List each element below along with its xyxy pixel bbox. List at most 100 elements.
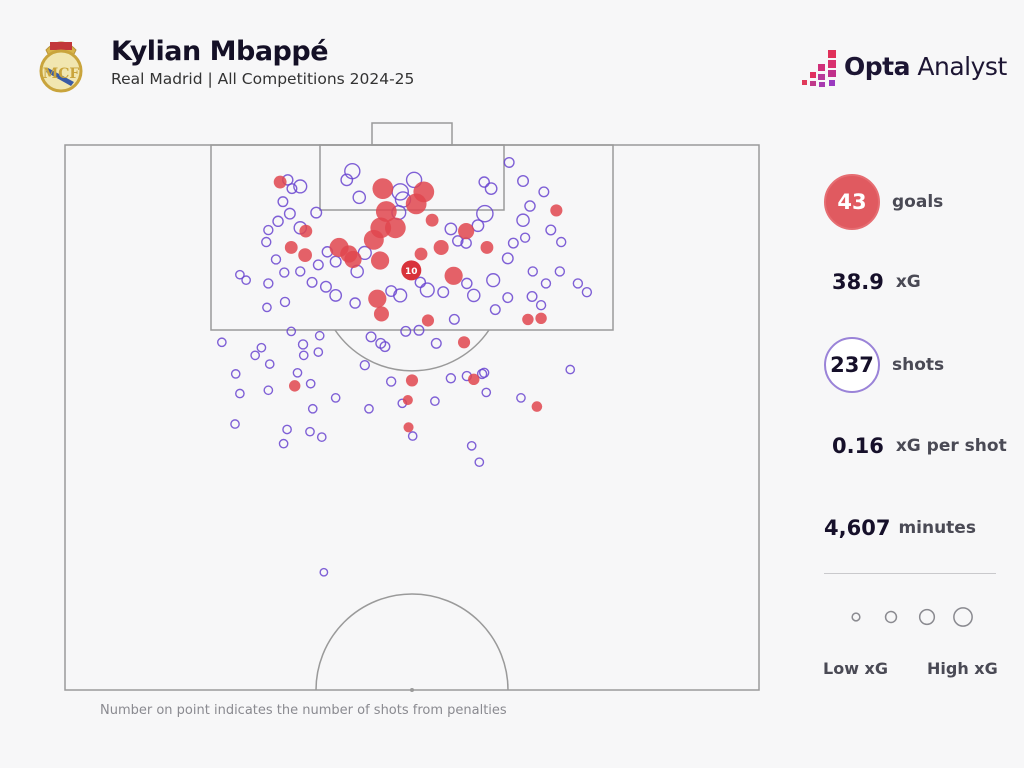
goal-point [468, 373, 480, 386]
missed-shot-point [437, 286, 450, 299]
minutes-value: 4,607 [824, 516, 891, 540]
missed-shot-point [526, 291, 538, 303]
legend-high-xg: High xG [927, 659, 998, 678]
missed-shot-point [538, 186, 550, 198]
missed-shot-point [256, 342, 267, 353]
goal-point [344, 250, 362, 269]
missed-shot-point [476, 204, 494, 223]
missed-shot-point [310, 206, 323, 219]
missed-shot-point [305, 426, 315, 437]
shots-label: shots [892, 355, 945, 375]
missed-shot-point [216, 337, 227, 348]
missed-shot-point [484, 182, 498, 196]
goal-point [298, 248, 312, 262]
legend-size-circle [851, 612, 861, 622]
missed-shot-point [489, 304, 501, 316]
missed-shot-point [313, 347, 324, 357]
xg-per-shot-value: 0.16 [832, 434, 884, 458]
missed-shot-point [466, 440, 477, 451]
goal-point [370, 251, 390, 270]
goal-point [414, 247, 428, 261]
missed-shot-point [535, 300, 547, 311]
center-spot [410, 688, 414, 692]
center-circle [315, 593, 509, 691]
missed-shot-point [329, 289, 343, 302]
missed-shot-point [581, 286, 593, 298]
missed-shot-point [445, 373, 457, 384]
missed-shot-point [330, 393, 341, 403]
stat-minutes: 4,607 minutes [824, 516, 976, 540]
missed-shot-point [466, 288, 481, 303]
goal-point [458, 223, 475, 240]
goal-point [531, 401, 543, 412]
missed-shot-point [405, 171, 423, 189]
legend-size-circle [884, 610, 898, 624]
missed-shot-point [283, 207, 296, 220]
missed-shot-point [329, 255, 342, 268]
legend-size-circle [918, 608, 936, 626]
brand-opta: Opta [844, 52, 910, 81]
missed-shot-point [250, 350, 261, 361]
penalty-count-label: 10 [405, 267, 418, 277]
missed-shot-point [306, 276, 318, 288]
xg-value: 38.9 [832, 270, 884, 294]
goal-point [402, 395, 413, 406]
opta-pixel-icon [802, 50, 836, 87]
goal-point [299, 224, 313, 238]
missed-shot-point [516, 393, 526, 403]
missed-shot-point [414, 276, 427, 289]
xg-size-legend [851, 607, 973, 627]
missed-shot-point [298, 350, 309, 361]
missed-shot-point [263, 278, 274, 289]
shots-value: 237 [824, 337, 880, 393]
svg-text:MCF: MCF [43, 66, 80, 82]
missed-shot-point [262, 302, 272, 313]
legend-low-xg: Low xG [823, 659, 888, 678]
missed-shot-point [502, 292, 514, 304]
missed-shot-point [545, 224, 557, 236]
goal-point [522, 313, 534, 326]
missed-shot-point [478, 176, 490, 188]
missed-shot-point [279, 267, 290, 278]
missed-shot-point [312, 259, 324, 271]
missed-shot-point [481, 387, 492, 398]
penalty-arc [334, 329, 490, 372]
penalty-goal-point [401, 260, 422, 281]
missed-shot-point [319, 280, 332, 293]
legend-size-circle [953, 607, 973, 627]
missed-shot-point [319, 567, 329, 577]
goal-point [433, 239, 449, 255]
missed-shot-point [305, 378, 316, 389]
goal-point [421, 314, 435, 327]
missed-shot-point [452, 235, 464, 247]
missed-shot-point [292, 367, 303, 378]
missed-shot-point [385, 376, 397, 387]
missed-shot-point [359, 359, 371, 371]
missed-shot-point [307, 403, 318, 414]
missed-shot-point [316, 432, 327, 442]
missed-shot-point [565, 364, 576, 375]
missed-shot-point [400, 325, 412, 337]
missed-shot-point [476, 368, 488, 380]
divider [824, 573, 996, 574]
missed-shot-point [263, 224, 274, 236]
missed-shot-point [486, 273, 501, 288]
goal-point [289, 380, 301, 392]
missed-shot-point [349, 297, 361, 309]
missed-shot-point [261, 236, 272, 248]
missed-shot-point [393, 288, 408, 303]
goal-point [403, 422, 414, 433]
pitch-outline [64, 144, 760, 691]
missed-shot-point [572, 278, 584, 289]
goal-point [550, 204, 563, 217]
missed-shot-point [375, 337, 387, 349]
missed-shots [216, 156, 593, 577]
goal-point [444, 266, 463, 285]
goal-point [405, 193, 427, 215]
missed-shot-point [448, 313, 460, 325]
missed-shot-point [286, 326, 297, 337]
missed-shot-point [507, 237, 519, 249]
goal-point [535, 312, 547, 325]
missed-shot-point [364, 403, 374, 414]
